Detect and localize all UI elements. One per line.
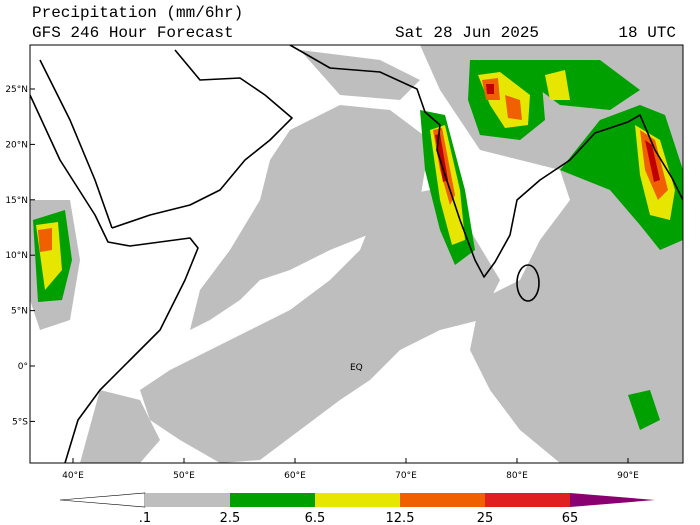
colorbar-label: 12.5 [386, 511, 415, 525]
lat-label: 5°N [11, 307, 28, 317]
title: Precipitation (mm/6hr) [32, 4, 243, 22]
date: Sat 28 Jun 2025 [395, 24, 539, 42]
map: EQ 25°N 20°N 15°N 10°N 5°N 0° 5°S 40°E 50°E 60°E 7… [5, 44, 684, 481]
lon-label: 40°E [62, 471, 84, 481]
map-frame [29, 44, 684, 464]
colorbar-label: .1 [139, 511, 151, 525]
colorbar-label: 25 [477, 511, 494, 525]
equator-label: EQ [350, 363, 363, 373]
colorbar-label: 6.5 [305, 511, 326, 525]
lon-label: 50°E [173, 471, 195, 481]
colorbar: .1 2.5 6.5 12.5 25 65 [59, 492, 655, 525]
subtitle: GFS 246 Hour Forecast [32, 24, 234, 42]
lon-label: 70°E [395, 471, 417, 481]
lat-label: 0° [18, 362, 28, 372]
lon-label: 80°E [506, 471, 528, 481]
lat-label: 10°N [5, 251, 28, 261]
lat-label: 20°N [5, 140, 28, 150]
lon-label: 90°E [617, 471, 639, 481]
lon-label: 60°E [284, 471, 306, 481]
colorbar-label: 2.5 [220, 511, 241, 525]
lat-label: 15°N [5, 196, 28, 206]
lat-label: 25°N [5, 85, 28, 95]
colorbar-label: 65 [562, 511, 579, 525]
lat-label: 5°S [12, 417, 28, 427]
coastlines [30, 45, 683, 463]
time: 18 UTC [618, 24, 676, 42]
